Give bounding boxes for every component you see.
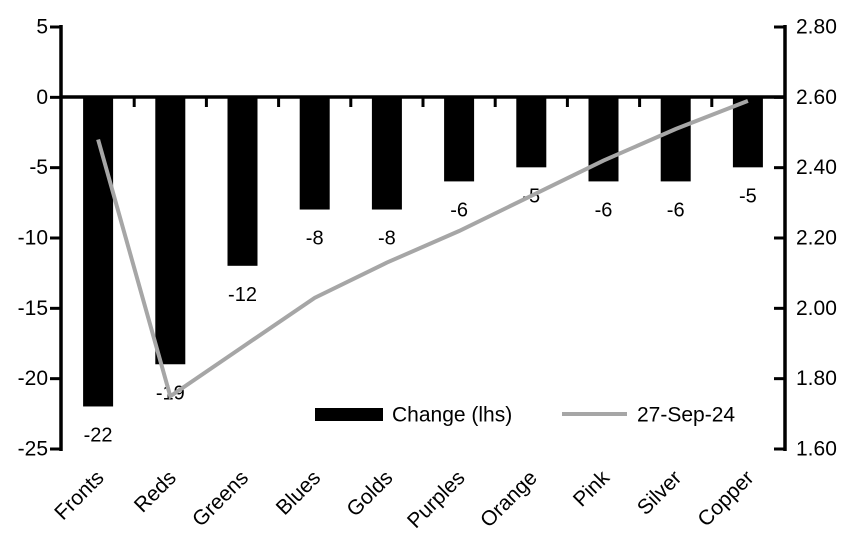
left-axis-tick-label: -5 bbox=[29, 156, 48, 179]
right-axis-tick-label: 2.80 bbox=[796, 16, 837, 39]
left-axis-tick-label: -25 bbox=[18, 438, 48, 461]
bar-silver bbox=[660, 97, 691, 182]
left-axis-tick-label: 5 bbox=[36, 16, 48, 39]
right-axis-tick-label: 2.20 bbox=[796, 227, 837, 250]
bar-value-label: -6 bbox=[667, 199, 685, 221]
category-label-golds: Golds bbox=[342, 466, 397, 521]
left-axis-tick-label: -15 bbox=[18, 297, 48, 320]
legend-label-change-lhs: Change (lhs) bbox=[392, 404, 512, 427]
bar-series bbox=[83, 97, 763, 407]
bar-value-label: -8 bbox=[306, 228, 324, 250]
right-axis-tick-label: 1.60 bbox=[796, 438, 837, 461]
category-label-orange: Orange bbox=[476, 466, 542, 532]
bar-reds bbox=[155, 97, 186, 365]
bar-greens bbox=[227, 97, 258, 266]
left-axis-tick-label: -20 bbox=[18, 367, 48, 390]
category-label-silver: Silver bbox=[633, 466, 686, 519]
bar-value-label: -6 bbox=[595, 199, 613, 221]
category-label-greens: Greens bbox=[188, 466, 253, 531]
right-axis-tick-label: 2.60 bbox=[796, 86, 837, 109]
bar-copper bbox=[732, 97, 763, 168]
right-axis: 2.80 2.60 2.40 2.20 2.00 1.80 1.60 bbox=[774, 16, 837, 461]
bar-blues bbox=[299, 97, 330, 210]
bar-value-labels: -22-19-12-8 -8-6-5-6 -6-5 bbox=[84, 185, 757, 446]
category-label-copper: Copper bbox=[693, 466, 758, 531]
bar-pink bbox=[588, 97, 619, 182]
right-axis-tick-label: 2.40 bbox=[796, 156, 837, 179]
right-axis-tick-label: 1.80 bbox=[796, 367, 837, 390]
legend: Change (lhs) 27-Sep-24 bbox=[315, 404, 735, 427]
left-axis-tick-label: 0 bbox=[36, 86, 48, 109]
bar-fronts bbox=[83, 97, 114, 407]
left-axis: 5 0 -5 -10 -15 -20 -25 bbox=[18, 16, 63, 461]
bar-golds bbox=[371, 97, 402, 210]
legend-label-27-sep-24: 27-Sep-24 bbox=[637, 404, 735, 427]
right-axis-tick-label: 2.00 bbox=[796, 297, 837, 320]
bar-value-label: -22 bbox=[84, 424, 113, 446]
category-label-purples: Purples bbox=[403, 466, 470, 533]
line-27-sep-24 bbox=[96, 99, 749, 400]
bar-value-label: -12 bbox=[228, 284, 257, 306]
bar-value-label: -8 bbox=[378, 228, 396, 250]
bar-value-label: -5 bbox=[739, 185, 757, 207]
line-series bbox=[96, 99, 749, 400]
category-labels: Fronts Reds Greens Blues Golds Purples Orange P… bbox=[50, 466, 758, 533]
x-axis bbox=[60, 95, 786, 107]
bar-purples bbox=[444, 97, 475, 182]
bar-orange bbox=[516, 97, 547, 168]
category-label-fronts: Fronts bbox=[50, 466, 108, 524]
category-label-blues: Blues bbox=[272, 466, 325, 519]
bar-value-label: -6 bbox=[450, 199, 468, 221]
category-label-reds: Reds bbox=[130, 466, 181, 517]
legend-bar-swatch bbox=[315, 408, 383, 421]
left-axis-tick-label: -10 bbox=[18, 227, 48, 250]
category-label-pink: Pink bbox=[569, 466, 615, 512]
